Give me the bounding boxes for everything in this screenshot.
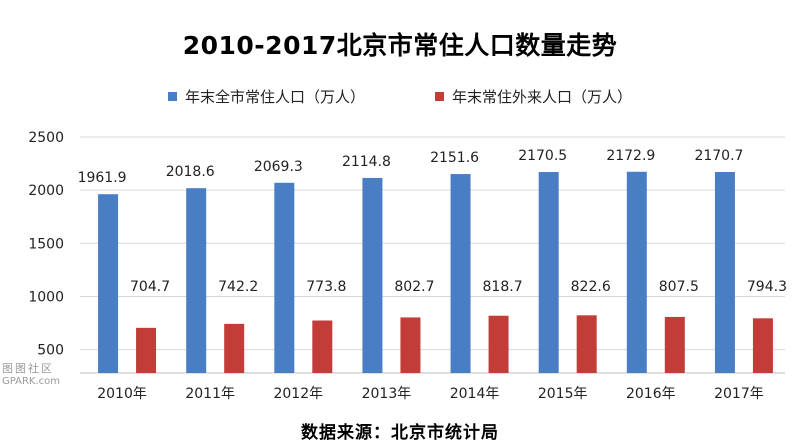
x-tick-label: 2013年 <box>362 386 412 402</box>
watermark: 图图社区 GPARK.com <box>2 362 86 388</box>
bar-migrant-population <box>488 315 509 373</box>
data-label: 802.7 <box>394 279 434 295</box>
bar-total-population <box>98 194 119 373</box>
x-tick-label: 2012年 <box>273 386 323 402</box>
y-tick-label: 2000 <box>28 183 64 199</box>
bar-total-population <box>186 188 207 373</box>
data-label: 2170.7 <box>694 148 743 164</box>
data-label: 822.6 <box>571 279 611 295</box>
y-tick-label: 500 <box>37 343 64 359</box>
legend-item-total-population: 年末全市常住人口（万人） <box>167 86 365 107</box>
data-label: 1961.9 <box>78 170 127 186</box>
data-label: 2069.3 <box>254 159 303 175</box>
bar-migrant-population <box>664 316 685 373</box>
legend-label-total-population: 年末全市常住人口（万人） <box>184 88 365 106</box>
data-label: 773.8 <box>306 279 346 295</box>
x-tick-label: 2017年 <box>714 386 764 402</box>
bar-migrant-population <box>752 318 773 373</box>
x-tick-label: 2010年 <box>97 386 147 402</box>
y-tick-label: 2500 <box>28 130 64 146</box>
bar-total-population <box>626 171 647 373</box>
bar-migrant-population <box>400 317 421 373</box>
x-tick-label: 2016年 <box>626 386 676 402</box>
x-tick-label: 2011年 <box>185 386 235 402</box>
bar-total-population <box>714 172 735 373</box>
bar-total-population <box>274 182 295 373</box>
bar-migrant-population <box>224 323 245 373</box>
chart-title: 2010-2017北京市常住人口数量走势 <box>182 31 618 60</box>
data-label: 2018.6 <box>166 164 215 180</box>
bar-total-population <box>450 174 471 373</box>
data-label: 2151.6 <box>430 150 479 166</box>
data-label: 807.5 <box>659 279 699 295</box>
data-label: 2114.8 <box>342 154 391 170</box>
legend-swatch-red <box>435 92 444 101</box>
watermark-line-1: 图图社区 <box>2 362 54 375</box>
x-tick-label: 2014年 <box>450 386 500 402</box>
data-label: 794.3 <box>747 279 787 295</box>
legend-label-migrant-population: 年末常住外来人口（万人） <box>452 88 633 106</box>
source-note: 数据来源：北京市统计局 <box>301 423 499 443</box>
data-label: 2170.5 <box>518 148 567 164</box>
bar-migrant-population <box>136 327 157 373</box>
data-label: 2172.9 <box>606 148 655 164</box>
bar-total-population <box>538 172 559 373</box>
data-label: 742.2 <box>218 279 258 295</box>
bar-total-population <box>362 177 383 373</box>
bar-migrant-population <box>312 320 333 373</box>
watermark-line-2: GPARK.com <box>2 376 61 387</box>
y-tick-label: 1000 <box>28 289 64 305</box>
x-tick-label: 2015年 <box>538 386 588 402</box>
data-label: 818.7 <box>483 279 523 295</box>
bar-migrant-population <box>576 315 597 373</box>
data-label: 704.7 <box>130 279 170 295</box>
legend-swatch-blue <box>167 92 177 101</box>
y-tick-label: 1500 <box>28 236 64 252</box>
chart-legend: 年末全市常住人口（万人） 年末常住外来人口（万人） <box>0 86 800 107</box>
legend-item-migrant-population: 年末常住外来人口（万人） <box>435 86 632 107</box>
